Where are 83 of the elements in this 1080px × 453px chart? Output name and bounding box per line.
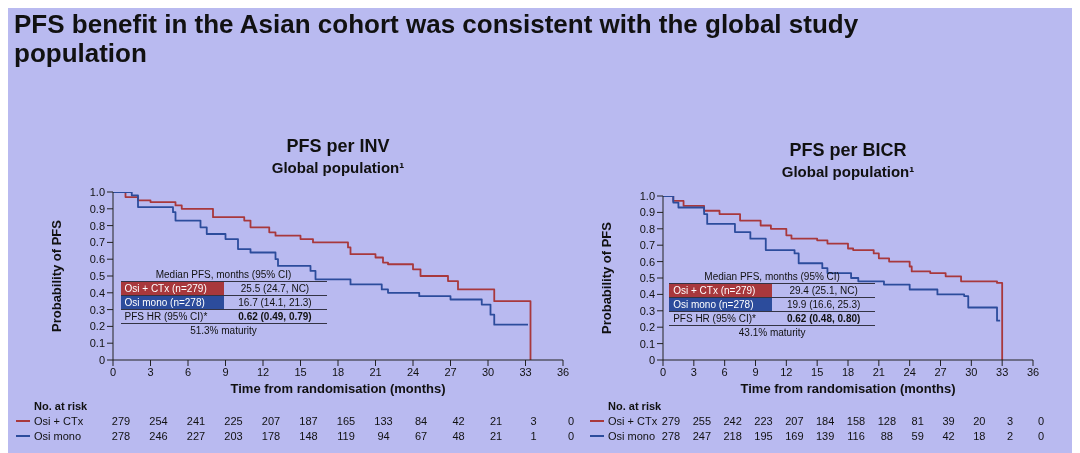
annotation: Median PFS, months (95% CI)	[120, 267, 327, 282]
y-axis-title: Probability of PFS	[598, 221, 614, 334]
annotation: 43.1% maturity	[737, 325, 807, 339]
text: No. at risk	[608, 400, 662, 412]
x-tick-label: 24	[406, 365, 420, 378]
y-tick-label: 1.0	[639, 189, 655, 202]
annotation: PFS HR (95% CI)*	[123, 309, 209, 323]
annotation: PFS HR (95% CI)*	[672, 311, 757, 325]
y-tick-label: 0.6	[639, 255, 655, 268]
annotation: 16.7 (14.1, 21.3)	[237, 295, 313, 309]
legend-label: Osi mono	[34, 430, 82, 442]
y-tick-label: 0.5	[89, 269, 105, 282]
y-tick-label: 0.8	[89, 219, 105, 232]
x-tick-label: 30	[481, 365, 495, 378]
annotation: 25.5 (24.7, NC)	[239, 281, 311, 295]
annotation: Osi + CTx (n=279)	[669, 283, 773, 297]
chart-title: PFS per BICR	[788, 140, 908, 161]
y-tick-label: 0.2	[89, 320, 105, 333]
x-tick-label: 15	[811, 365, 824, 378]
x-tick-label: 18	[331, 365, 345, 378]
annotation: 19.9 (16.6, 25.3)	[785, 297, 862, 311]
x-axis-title: Time from randomisation (months)	[229, 381, 447, 396]
annotation: Osi mono (n=278)	[120, 295, 224, 309]
chart-title: PFS per INV	[285, 136, 391, 157]
annotation: 51.3% maturity	[189, 323, 258, 337]
y-tick-label: 0	[648, 353, 655, 366]
x-tick-label: 0	[659, 365, 667, 378]
text: 279 254 241 225 207 187 165 133 84 42 21 3 0	[111, 415, 575, 427]
text: 278 247 218 195 169 139 116 88 59 42 18 2 0	[661, 430, 1045, 442]
x-tick-label: 30	[965, 365, 978, 378]
y-tick-label: 0.2	[639, 321, 655, 334]
x-tick-label: 12	[780, 365, 793, 378]
y-tick-label: 0.5	[639, 271, 655, 284]
x-tick-label: 6	[184, 365, 192, 378]
annotation: Median PFS, months (95% CI)	[669, 269, 876, 284]
x-axis-title: Time from randomisation (months)	[739, 381, 957, 396]
y-tick-label: 0.4	[639, 288, 655, 301]
y-tick-label: 1.0	[89, 185, 105, 198]
chart-subtitle: Global population¹	[270, 159, 406, 176]
x-tick-label: 21	[872, 365, 885, 378]
y-tick-label: 0.4	[89, 286, 105, 299]
x-tick-label: 21	[369, 365, 382, 378]
x-tick-label: 24	[903, 365, 916, 378]
y-tick-label: 0	[98, 353, 105, 366]
y-tick-label: 0.7	[89, 236, 105, 249]
y-tick-label: 0.1	[639, 337, 655, 350]
x-tick-label: 15	[294, 365, 307, 378]
y-tick-label: 0.3	[89, 303, 105, 316]
x-tick-label: 36	[1026, 365, 1040, 378]
x-tick-label: 6	[721, 365, 728, 378]
y-tick-label: 0.6	[89, 253, 105, 266]
y-tick-label: 0.7	[639, 239, 655, 252]
y-tick-label: 0.8	[639, 222, 655, 235]
x-tick-label: 27	[444, 365, 457, 378]
x-tick-label: 33	[519, 365, 532, 378]
y-tick-label: 0.9	[89, 202, 105, 215]
annotation: 0.62 (0.48, 0.80)	[785, 311, 862, 325]
legend-label: Osi + CTx	[34, 415, 84, 427]
x-tick-label: 9	[752, 365, 759, 378]
legend-label: Osi mono	[608, 430, 656, 442]
x-tick-label: 12	[256, 365, 270, 378]
legend-label: Osi + CTx	[608, 415, 658, 427]
x-tick-label: 18	[841, 365, 855, 378]
annotation: Osi mono (n=278)	[669, 297, 773, 311]
x-tick-label: 36	[556, 365, 570, 378]
chart-subtitle: Global population¹	[780, 163, 916, 180]
y-tick-label: 0.9	[639, 206, 655, 219]
x-tick-label: 0	[109, 365, 117, 378]
annotation: 29.4 (25.1, NC)	[788, 283, 859, 297]
y-tick-label: 0.3	[639, 304, 655, 317]
text: 278 246 227 203 178 148 119 94 67 48 21 1 0	[111, 430, 575, 442]
x-tick-label: 3	[690, 365, 697, 378]
y-tick-label: 0.1	[89, 337, 105, 350]
text: 279 255 242 223 207 184 158 128 81 39 20 3 0	[661, 415, 1045, 427]
annotation: 0.62 (0.49, 0.79)	[237, 309, 313, 323]
text: PFS benefit in the Asian cohort was consistent with the global study population	[14, 9, 860, 68]
x-tick-label: 9	[222, 365, 229, 378]
x-tick-label: 33	[996, 365, 1009, 378]
x-tick-label: 3	[147, 365, 154, 378]
text: No. at risk	[34, 400, 88, 412]
x-tick-label: 27	[934, 365, 947, 378]
y-axis-title: Probability of PFS	[48, 219, 64, 332]
annotation: Osi + CTx (n=279)	[120, 281, 224, 295]
